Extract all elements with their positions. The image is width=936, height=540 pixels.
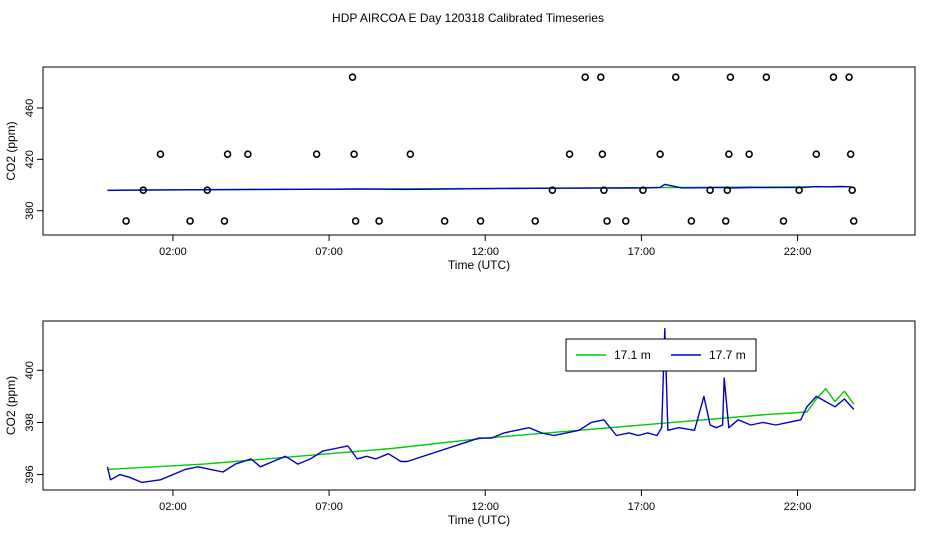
data-point xyxy=(706,186,714,194)
x-tick-label: 22:00 xyxy=(784,501,812,513)
data-point xyxy=(122,217,130,225)
data-point xyxy=(548,186,557,194)
figure-title: HDP AIRCOA E Day 120318 Calibrated Times… xyxy=(332,11,604,25)
data-point xyxy=(846,150,855,159)
x-tick-label: 02:00 xyxy=(159,501,187,513)
data-point xyxy=(779,217,788,225)
data-point xyxy=(600,186,608,194)
series-line-0 xyxy=(107,387,855,471)
data-point xyxy=(687,217,696,225)
data-point xyxy=(725,150,733,159)
data-point xyxy=(726,73,735,81)
x-tick-label: 12:00 xyxy=(471,246,499,258)
data-point xyxy=(348,73,357,81)
data-point xyxy=(186,217,194,225)
legend-entry: 17.7 m xyxy=(709,348,746,362)
data-point xyxy=(812,150,821,159)
data-point xyxy=(139,186,148,194)
data-point xyxy=(596,73,605,81)
y-tick-label: 420 xyxy=(24,150,36,168)
data-point xyxy=(639,186,647,194)
x-axis-label: Time (UTC) xyxy=(448,513,510,527)
legend: 17.1 m 17.7 m xyxy=(565,338,757,372)
x-tick-label: 22:00 xyxy=(784,246,812,258)
data-point xyxy=(531,217,540,225)
x-tick-label: 07:00 xyxy=(315,501,343,513)
data-point xyxy=(795,186,803,194)
x-tick-label: 12:00 xyxy=(471,501,499,513)
y-axis-label: CO2 (ppm) xyxy=(4,376,18,435)
panel-top: 02:00 07:00 12:00 17:00 22:00 380 420 460 Time (… xyxy=(4,66,916,272)
y-axis-label: CO2 (ppm) xyxy=(4,121,18,180)
x-tick-label: 17:00 xyxy=(628,501,656,513)
panel-bottom: 02:00 07:00 12:00 17:00 22:00 396 398 400 Time (… xyxy=(4,320,916,527)
data-point xyxy=(762,73,771,81)
series-line-1 xyxy=(107,183,851,192)
x-tick-label: 17:00 xyxy=(628,246,656,258)
x-tick-label: 02:00 xyxy=(159,246,187,258)
data-point xyxy=(745,150,753,159)
x-axis-label: Time (UTC) xyxy=(448,258,510,272)
data-point xyxy=(476,217,485,225)
data-point xyxy=(849,217,858,225)
data-point xyxy=(375,217,383,225)
data-point xyxy=(671,73,680,81)
y-tick-label: 396 xyxy=(24,465,36,483)
y-tick-label: 380 xyxy=(24,202,36,220)
data-point xyxy=(581,73,589,81)
legend-entry: 17.1 m xyxy=(614,348,651,362)
y-tick-label: 400 xyxy=(24,361,36,379)
data-point xyxy=(848,186,857,194)
data-point xyxy=(598,150,607,159)
data-point xyxy=(156,150,165,159)
data-point xyxy=(656,150,664,159)
y-tick-label: 460 xyxy=(24,99,36,117)
data-point xyxy=(723,186,732,194)
data-point xyxy=(829,73,838,81)
data-point xyxy=(565,150,574,159)
data-point xyxy=(203,186,212,194)
data-point xyxy=(312,150,321,159)
data-point xyxy=(621,217,630,225)
series-line-1 xyxy=(106,327,855,484)
data-point xyxy=(440,217,449,225)
data-point xyxy=(223,150,232,159)
plot-frame xyxy=(42,66,916,236)
data-point xyxy=(351,217,360,225)
data-point xyxy=(350,150,358,159)
data-point xyxy=(406,150,415,159)
x-tick-label: 07:00 xyxy=(315,246,343,258)
data-point xyxy=(845,73,853,81)
data-point xyxy=(603,217,611,225)
plot-frame xyxy=(42,320,916,491)
data-point xyxy=(220,217,229,225)
data-point xyxy=(244,150,252,159)
data-point xyxy=(721,217,730,225)
y-tick-label: 398 xyxy=(24,413,36,431)
